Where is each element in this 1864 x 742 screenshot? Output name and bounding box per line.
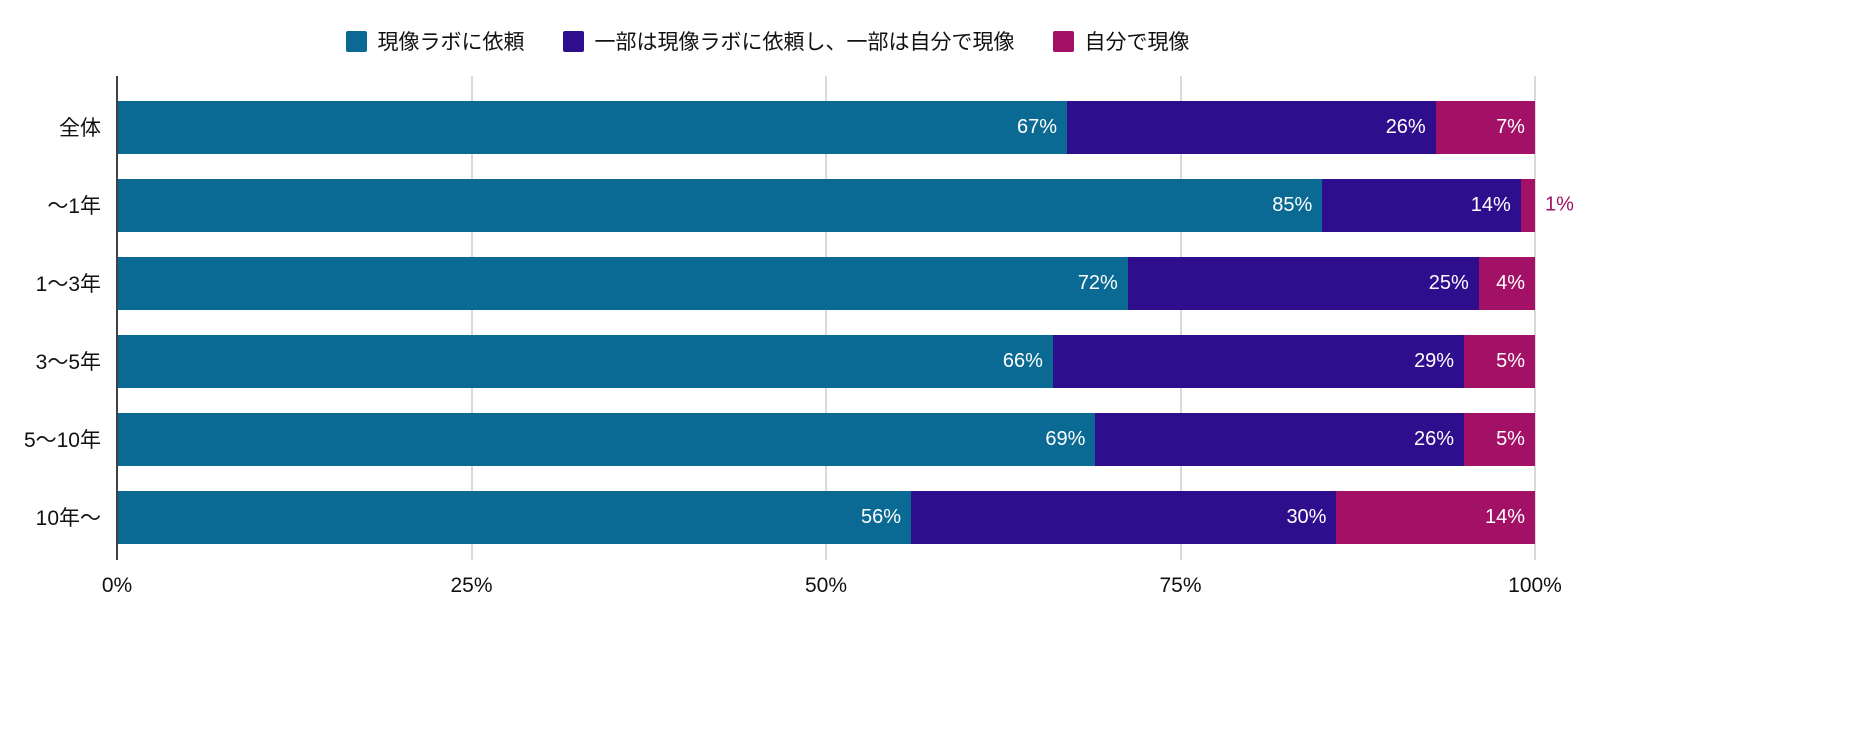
value-label: 29% <box>1414 349 1455 372</box>
gridline <box>1179 76 1182 560</box>
bar-segment: 85% <box>117 178 1323 232</box>
bar-segment: 72% <box>117 256 1128 310</box>
bar-segment: 69% <box>117 412 1096 466</box>
x-axis-label: 0% <box>101 574 133 597</box>
value-label: 72% <box>1077 271 1118 294</box>
bar-segment: 67% <box>117 100 1068 154</box>
category-label: 5〜10年 <box>23 429 101 452</box>
x-axis-label: 75% <box>1159 574 1202 597</box>
value-label: 30% <box>1286 505 1327 528</box>
legend-label: 現像ラボに依頼 <box>377 31 525 54</box>
category-label: 〜1年 <box>47 195 101 218</box>
bar-segment <box>1520 178 1535 232</box>
x-axis-label: 50% <box>804 574 848 597</box>
bar-track: 69% 26% 5% <box>117 412 1535 466</box>
category-label: 3〜5年 <box>35 351 101 374</box>
value-label: 5% <box>1496 349 1525 372</box>
bar-track: 56% 30% 14% <box>117 490 1535 544</box>
value-label: 4% <box>1496 271 1525 294</box>
bar-segment: 26% <box>1067 100 1436 154</box>
value-label: 56% <box>861 505 902 528</box>
x-axis-label: 25% <box>450 574 493 597</box>
chart-row: 〜1年 85% 14% 1% <box>0 166 1574 244</box>
bar-segment: 5% <box>1464 334 1535 388</box>
legend: 現像ラボに依頼 一部は現像ラボに依頼し、一部は自分で現像 自分で現像 <box>0 26 1535 56</box>
legend-swatch <box>562 30 584 52</box>
chart-row: 1〜3年 72% 25% 4% <box>0 244 1535 322</box>
bar-segment: 30% <box>911 490 1337 544</box>
category-label: 10年〜 <box>35 507 101 530</box>
value-label: 67% <box>1017 115 1058 138</box>
chart-row: 5〜10年 69% 26% 5% <box>0 400 1535 478</box>
legend-item: 現像ラボに依頼 <box>345 26 525 56</box>
value-label: 5% <box>1496 427 1525 450</box>
value-label: 25% <box>1428 271 1469 294</box>
legend-swatch <box>345 30 367 52</box>
legend-label: 一部は現像ラボに依頼し、一部は自分で現像 <box>594 31 1015 54</box>
bar-segment: 56% <box>117 490 912 544</box>
category-label: 全体 <box>59 117 101 140</box>
bar-segment: 14% <box>1336 490 1535 544</box>
bar-segment: 26% <box>1095 412 1465 466</box>
category-label: 1〜3年 <box>35 273 101 296</box>
value-label: 85% <box>1272 193 1313 216</box>
value-label: 14% <box>1470 193 1511 216</box>
value-label: 26% <box>1414 427 1455 450</box>
bar-segment: 4% <box>1478 256 1535 310</box>
value-label: 14% <box>1484 505 1525 528</box>
bar-track: 66% 29% 5% <box>117 334 1535 388</box>
gridline <box>1534 76 1536 560</box>
gridline <box>825 76 827 560</box>
value-label: 26% <box>1385 115 1426 138</box>
value-label: 66% <box>1002 349 1043 372</box>
plot-area: 全体 67% 26% 7% 〜1年 85% 14% 1% 1〜3年 72% 25% 4% 3〜5年 66%… <box>0 76 1574 560</box>
value-label: 1% <box>1545 193 1574 216</box>
legend-item: 一部は現像ラボに依頼し、一部は自分で現像 <box>562 26 1015 56</box>
chart-row: 全体 67% 26% 7% <box>0 88 1535 166</box>
legend-swatch <box>1052 30 1074 52</box>
bar-segment: 25% <box>1127 256 1479 310</box>
x-axis-label: 100% <box>1508 574 1562 597</box>
bar-track: 67% 26% 7% <box>117 100 1535 154</box>
legend-item: 自分で現像 <box>1052 26 1190 56</box>
bar-segment: 29% <box>1052 334 1465 388</box>
x-axis: 0% 25% 50% 75% 100% <box>102 560 1562 604</box>
bar-segment: 7% <box>1435 100 1535 154</box>
gridlines <box>117 76 1536 560</box>
value-label: 7% <box>1496 115 1525 138</box>
chart-row: 3〜5年 66% 29% 5% <box>0 322 1535 400</box>
bar-track: 85% 14% 1% <box>117 178 1574 232</box>
bar-segment: 14% <box>1322 178 1521 232</box>
y-axis-line <box>116 76 118 560</box>
value-label: 69% <box>1045 427 1086 450</box>
bar-segment: 66% <box>117 334 1053 388</box>
bar-track: 72% 25% 4% <box>117 256 1535 310</box>
chart-area: 全体 67% 26% 7% 〜1年 85% 14% 1% 1〜3年 72% 25% 4% 3〜5年 66%… <box>0 76 1574 604</box>
legend-label: 自分で現像 <box>1084 31 1190 54</box>
chart-rows: 全体 67% 26% 7% 〜1年 85% 14% 1% 1〜3年 72% 25% 4% 3〜5年 66%… <box>0 76 1574 556</box>
gridline <box>470 76 473 560</box>
bar-segment: 5% <box>1464 412 1535 466</box>
chart-row: 10年〜 56% 30% 14% <box>0 478 1535 556</box>
